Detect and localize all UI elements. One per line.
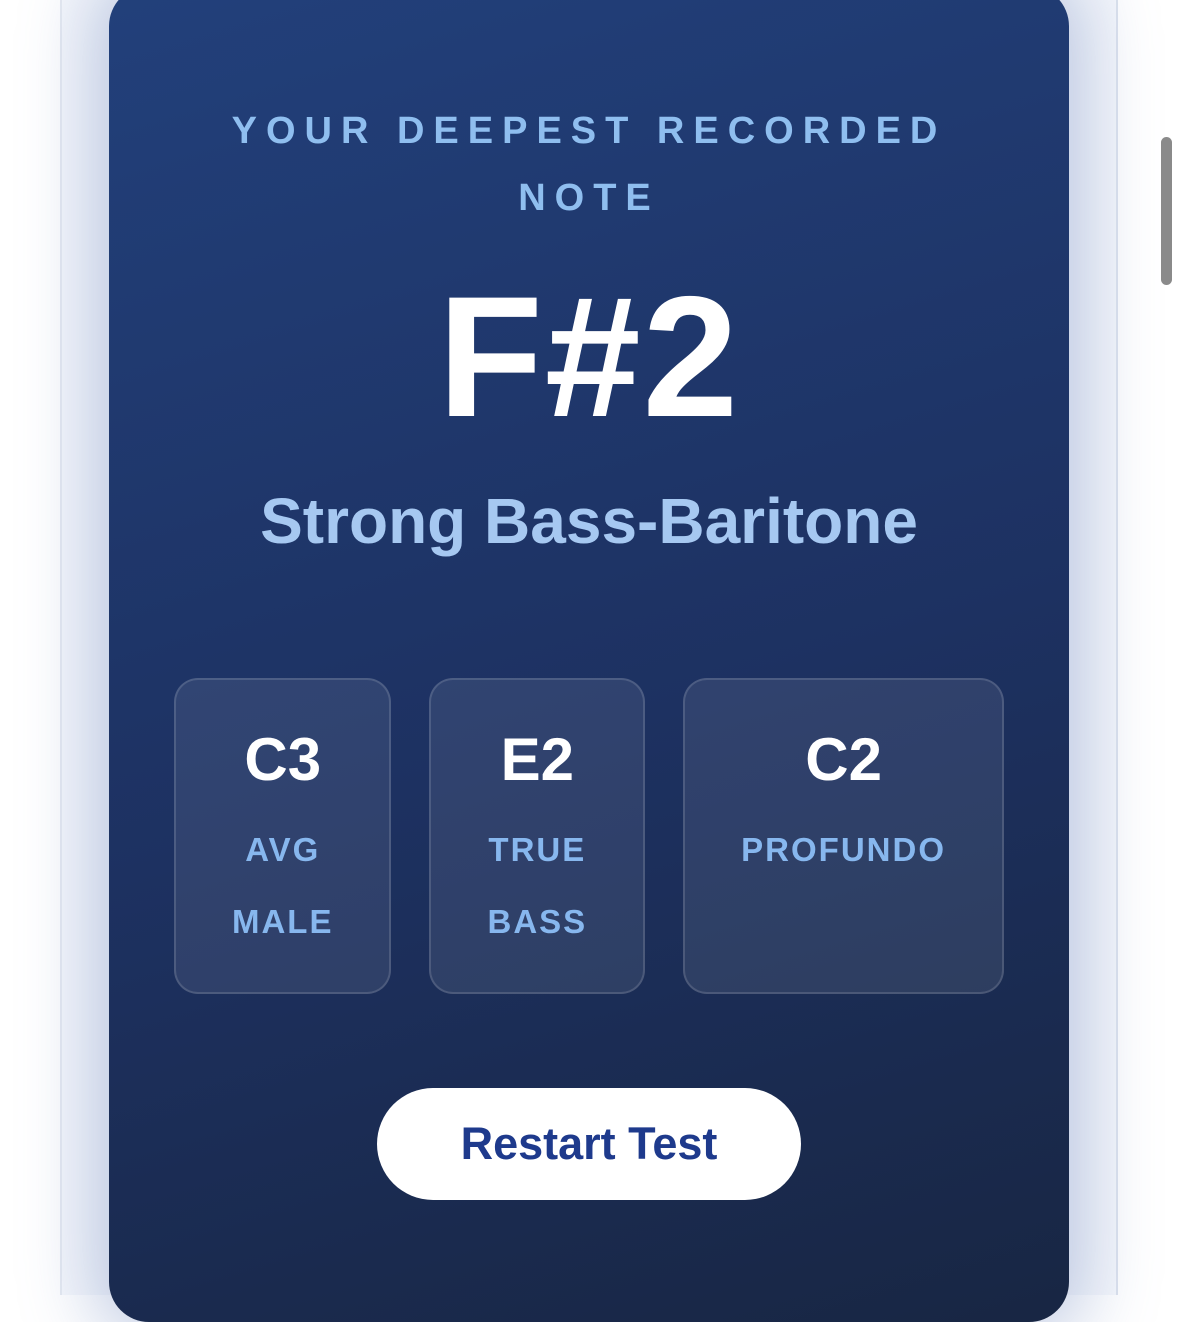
reference-label: TRUE BASS [487, 830, 588, 940]
reference-note: C2 [805, 725, 882, 793]
reference-label: AVG MALE [231, 830, 334, 940]
deepest-note-value: F#2 [437, 261, 741, 453]
reference-card-profundo: C2 PROFUNDO [683, 677, 1005, 994]
page-background: YOUR DEEPEST RECORDED NOTE F#2 Strong Ba… [60, 0, 1118, 1322]
reference-note: E2 [500, 725, 575, 793]
reference-label: PROFUNDO [741, 830, 947, 868]
reference-note: C3 [244, 725, 322, 793]
card-title: YOUR DEEPEST RECORDED NOTE [231, 110, 947, 219]
restart-test-button[interactable]: Restart Test [376, 1087, 802, 1200]
reference-card-true-bass: E2 TRUE BASS [429, 677, 646, 994]
scrollbar-thumb[interactable] [1161, 137, 1172, 285]
result-card: YOUR DEEPEST RECORDED NOTE F#2 Strong Ba… [109, 0, 1069, 1322]
reference-row: C3 AVG MALE E2 TRUE BASS C2 PROFUNDO [173, 677, 1005, 994]
voice-classification: Strong Bass-Baritone [260, 485, 918, 557]
reference-card-avg-male: C3 AVG MALE [173, 677, 392, 994]
